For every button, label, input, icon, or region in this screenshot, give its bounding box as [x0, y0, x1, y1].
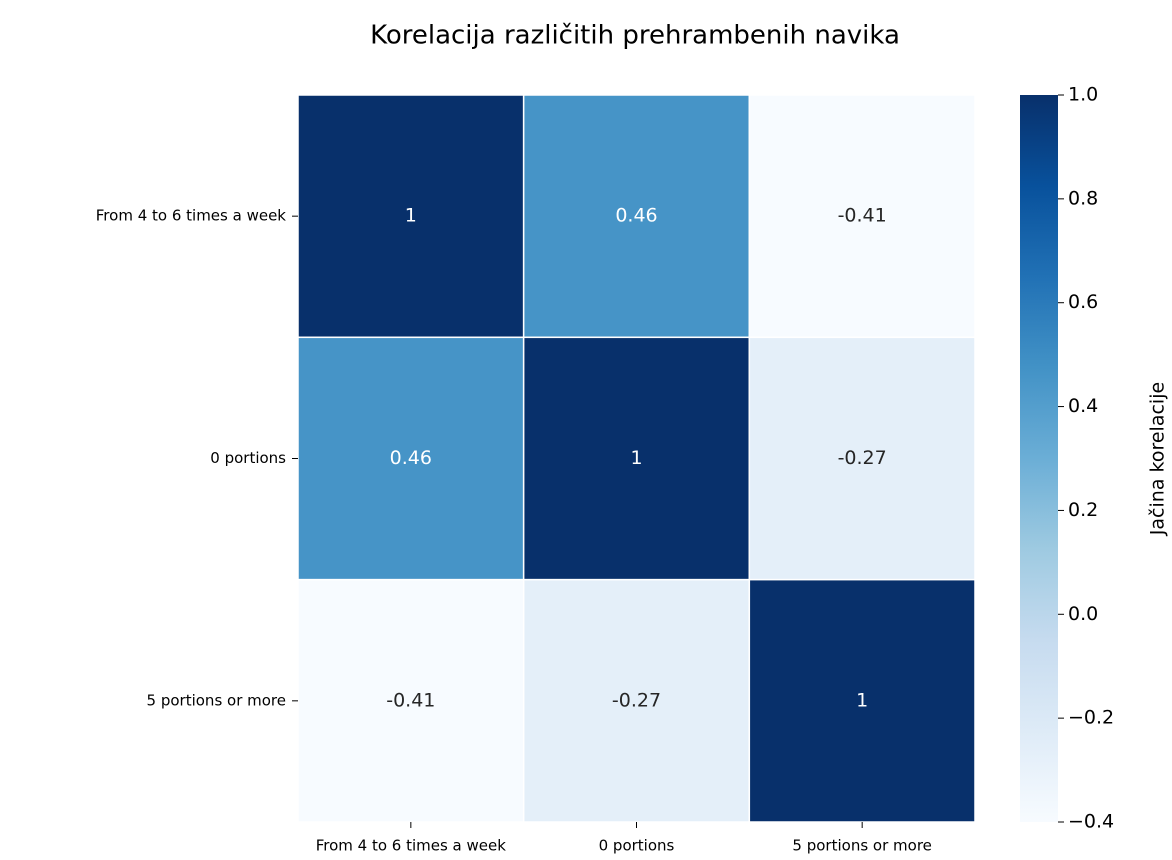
heatmap-cell: [522, 94, 751, 339]
cell-label: -0.41: [386, 689, 435, 711]
y-tick-label: 0 portions: [210, 449, 286, 467]
heatmap-cell: [748, 94, 976, 339]
chart-title: Korelacija različitih prehrambenih navik…: [370, 21, 900, 51]
cell-label: -0.41: [838, 205, 887, 227]
heatmap-cell: [748, 336, 976, 581]
colorbar-tick-label: −0.2: [1068, 707, 1114, 729]
colorbar-tick-label: 0.8: [1068, 187, 1098, 209]
cell-label: -0.27: [612, 689, 661, 711]
colorbar-tick-label: 1.0: [1068, 84, 1098, 106]
x-tick-label: 5 portions or more: [792, 837, 931, 855]
cell-label: -0.27: [838, 447, 887, 469]
cell-label: 1: [856, 689, 868, 711]
heatmap-cell: [297, 578, 525, 823]
heatmap-cell: [522, 336, 751, 581]
x-tick-label: 0 portions: [599, 837, 675, 855]
colorbar-tick-label: 0.4: [1068, 395, 1098, 417]
cell-label: 1: [405, 205, 417, 227]
colorbar-tick-label: 0.0: [1068, 603, 1098, 625]
heatmap-cell: [297, 94, 525, 339]
cell-label: 1: [630, 447, 642, 469]
colorbar-label: Jačina korelacije: [1147, 382, 1169, 536]
y-tick-label: 5 portions or more: [147, 691, 286, 709]
colorbar-tick-label: 0.6: [1068, 291, 1098, 313]
colorbar-tick-label: −0.4: [1068, 811, 1114, 833]
colorbar: [1020, 95, 1058, 822]
colorbar-tick-label: 0.2: [1068, 499, 1098, 521]
cell-label: 0.46: [615, 205, 657, 227]
y-tick-label: From 4 to 6 times a week: [96, 207, 287, 225]
x-tick-label: From 4 to 6 times a week: [316, 837, 507, 855]
cell-label: 0.46: [390, 447, 432, 469]
heatmap-cell: [297, 336, 525, 581]
heatmap-cell: [522, 578, 751, 823]
